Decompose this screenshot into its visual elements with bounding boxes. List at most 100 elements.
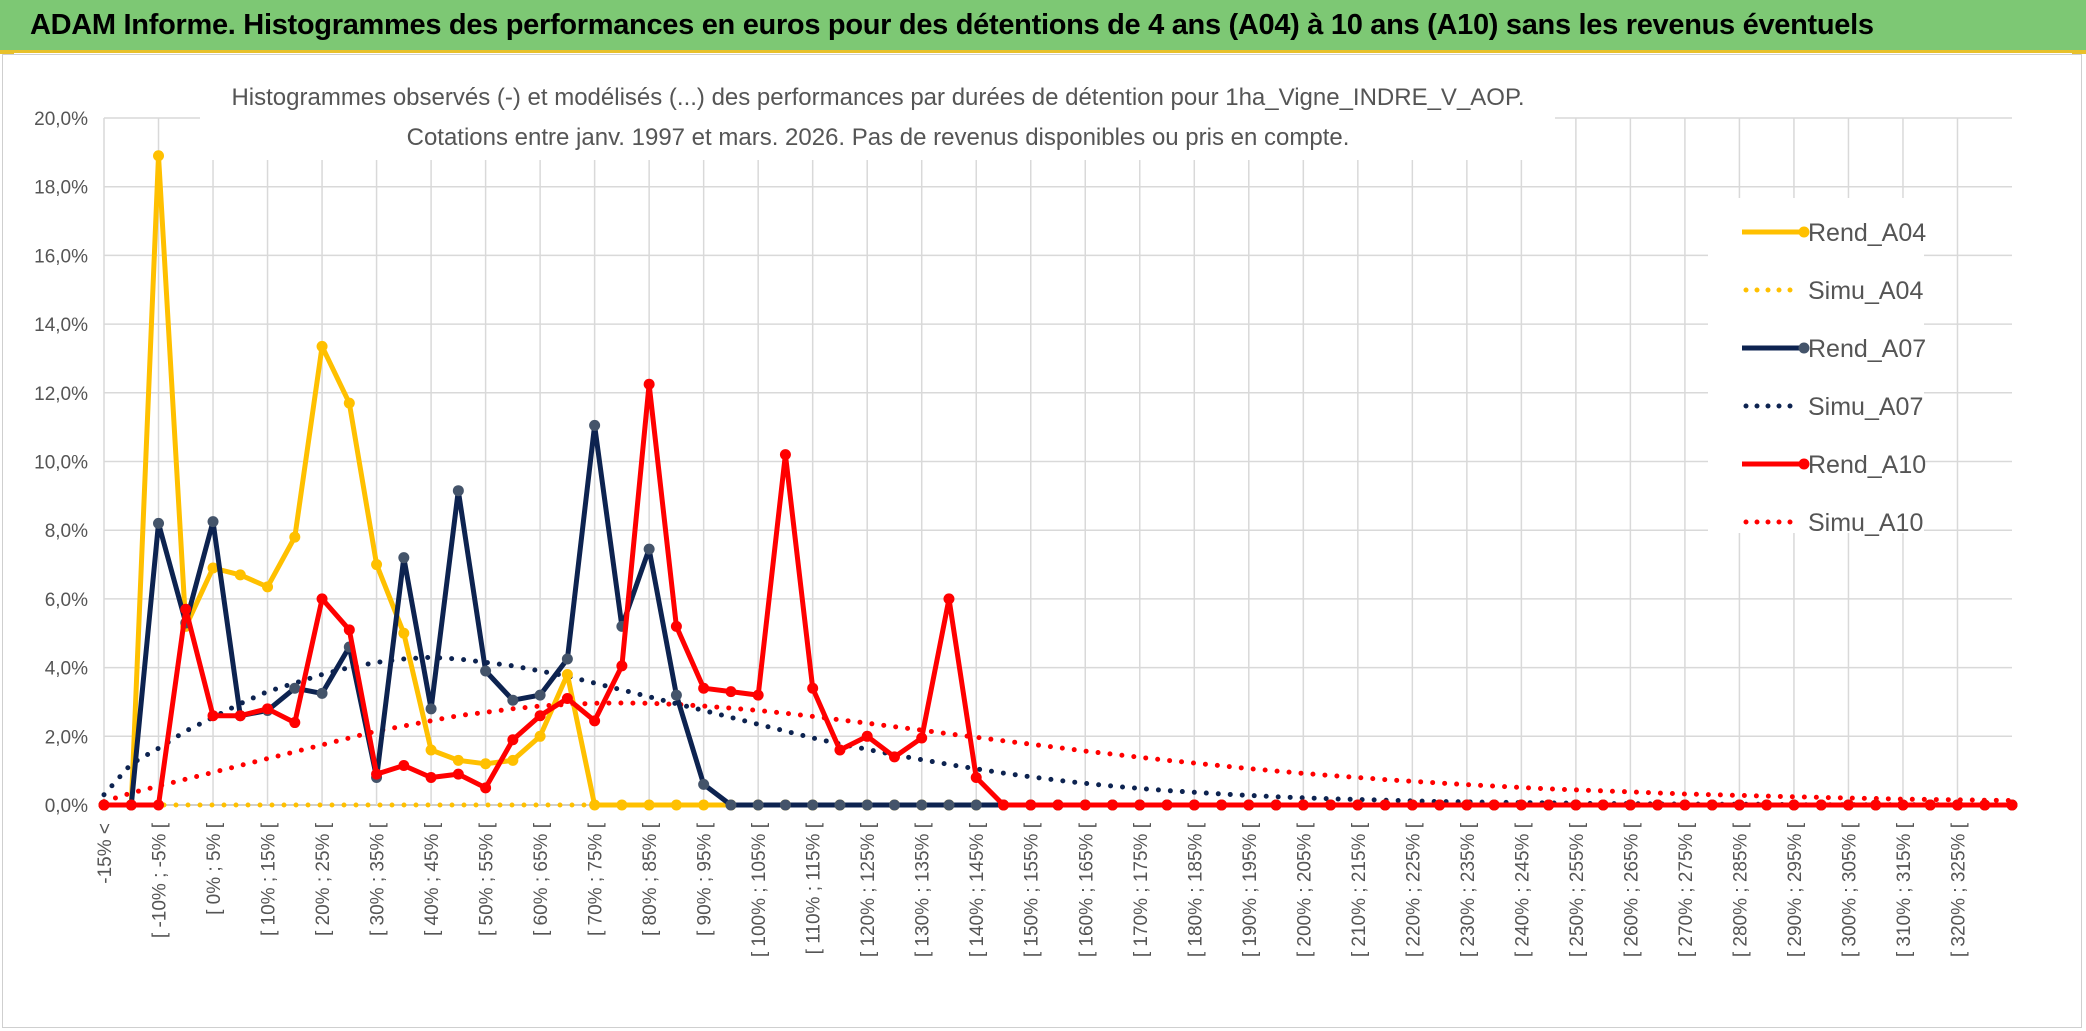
- data-point: [398, 759, 410, 771]
- data-point: [452, 754, 464, 766]
- legend-backdrop: [1708, 198, 1924, 533]
- data-point: [153, 799, 165, 811]
- data-point: [343, 624, 355, 636]
- data-point: [1761, 799, 1773, 811]
- data-point: [1052, 799, 1064, 811]
- y-tick-label: 0,0%: [45, 796, 88, 817]
- data-point: [398, 552, 410, 564]
- data-point: [1924, 799, 1936, 811]
- data-point: [507, 734, 519, 746]
- x-tick-label: [ 140% ; 145% [: [967, 822, 988, 957]
- data-point: [398, 627, 410, 639]
- data-point: [807, 682, 819, 694]
- x-tick-label: [ 100% ; 105% [: [749, 822, 770, 957]
- y-tick-label: 2,0%: [45, 727, 88, 748]
- x-tick-label: [ 250% ; 255% [: [1567, 822, 1588, 957]
- data-point: [343, 397, 355, 409]
- legend-item: Rend_A04: [1742, 219, 1926, 247]
- data-point: [1025, 799, 1037, 811]
- data-point: [452, 768, 464, 780]
- data-point: [834, 744, 846, 756]
- x-tick-label: [ 290% ; 295% [: [1785, 822, 1806, 957]
- series-simu-a10: [101, 700, 2015, 805]
- data-point: [452, 485, 464, 497]
- data-point: [153, 517, 165, 529]
- data-point: [153, 150, 165, 162]
- x-axis-ticks: -15% < [ -10% ; -5% [[ 0% ; 5% [[ 10% ; 1…: [95, 822, 1969, 957]
- data-point: [725, 799, 737, 811]
- data-point: [1270, 799, 1282, 811]
- x-tick-label: [ 60% ; 65% [: [531, 822, 552, 936]
- x-tick-label: [ 310% ; 315% [: [1894, 822, 1915, 957]
- legend-item: Simu_A07: [1743, 393, 1923, 421]
- chart-subtitle: Cotations entre janv. 1997 et mars. 2026…: [407, 124, 1350, 151]
- data-point: [534, 710, 546, 722]
- data-point: [1297, 799, 1309, 811]
- legend-marker: [1798, 226, 1810, 238]
- x-tick-label: [ 210% ; 215% [: [1349, 822, 1370, 957]
- data-point: [207, 562, 219, 574]
- data-point: [289, 682, 301, 694]
- data-point: [1788, 799, 1800, 811]
- data-point: [480, 665, 492, 677]
- data-point: [289, 531, 301, 543]
- x-tick-label: [ 220% ; 225% [: [1403, 822, 1424, 957]
- data-point: [262, 581, 274, 593]
- data-point: [1652, 799, 1664, 811]
- data-point: [589, 419, 601, 431]
- chart-legend: Rend_A04 Simu_A04 Rend_A07 Simu_A07 Rend_A10…: [1708, 198, 1926, 537]
- x-tick-label: [ 0% ; 5% [: [204, 822, 225, 915]
- x-tick-label: [ 130% ; 135% [: [913, 822, 934, 957]
- series-rend-a10: [98, 378, 2018, 811]
- data-point: [1597, 799, 1609, 811]
- data-point: [970, 799, 982, 811]
- data-point: [1570, 799, 1582, 811]
- data-point: [970, 772, 982, 784]
- data-point: [1733, 799, 1745, 811]
- x-tick-label: [ 10% ; 15% [: [259, 822, 280, 936]
- data-point: [1706, 799, 1718, 811]
- data-point: [1161, 799, 1173, 811]
- y-tick-label: 18,0%: [34, 178, 88, 199]
- data-point: [480, 782, 492, 794]
- x-tick-label: [ 20% ; 25% [: [313, 822, 334, 936]
- x-tick-label: [ 200% ; 205% [: [1294, 822, 1315, 957]
- data-point: [616, 799, 628, 811]
- data-point: [480, 758, 492, 770]
- y-tick-label: 20,0%: [34, 109, 88, 130]
- x-tick-label: [ 260% ; 265% [: [1621, 822, 1642, 957]
- data-point: [807, 799, 819, 811]
- x-tick-label: [ 90% ; 95% [: [695, 822, 716, 936]
- data-point: [752, 799, 764, 811]
- page-title: ADAM Informe. Histogrammes des performan…: [30, 9, 1874, 41]
- x-tick-label: [ 240% ; 245% [: [1512, 822, 1533, 957]
- chart-series: [98, 150, 2018, 811]
- data-point: [1897, 799, 1909, 811]
- y-tick-label: 4,0%: [45, 659, 88, 680]
- data-point: [1979, 799, 1991, 811]
- data-point: [861, 730, 873, 742]
- x-tick-label: [ 270% ; 275% [: [1676, 822, 1697, 957]
- legend-label: Rend_A10: [1808, 451, 1926, 479]
- data-point: [1951, 799, 1963, 811]
- data-point: [207, 516, 219, 528]
- legend-label: Rend_A07: [1808, 335, 1926, 363]
- data-point: [1488, 799, 1500, 811]
- data-point: [616, 660, 628, 672]
- data-point: [561, 653, 573, 665]
- data-point: [725, 686, 737, 698]
- x-tick-label: [ 30% ; 35% [: [368, 822, 389, 936]
- data-point: [1325, 799, 1337, 811]
- x-tick-label: [ 230% ; 235% [: [1458, 822, 1479, 957]
- y-tick-label: 6,0%: [45, 590, 88, 611]
- corner-accent-left: [0, 50, 14, 54]
- y-tick-label: 10,0%: [34, 453, 88, 474]
- x-tick-label: [ 170% ; 175% [: [1131, 822, 1152, 957]
- corner-accent-right: [2072, 50, 2086, 54]
- x-tick-label: [ 190% ; 195% [: [1240, 822, 1261, 957]
- data-point: [180, 603, 192, 615]
- data-point: [1434, 799, 1446, 811]
- y-tick-label: 12,0%: [34, 384, 88, 405]
- data-point: [1379, 799, 1391, 811]
